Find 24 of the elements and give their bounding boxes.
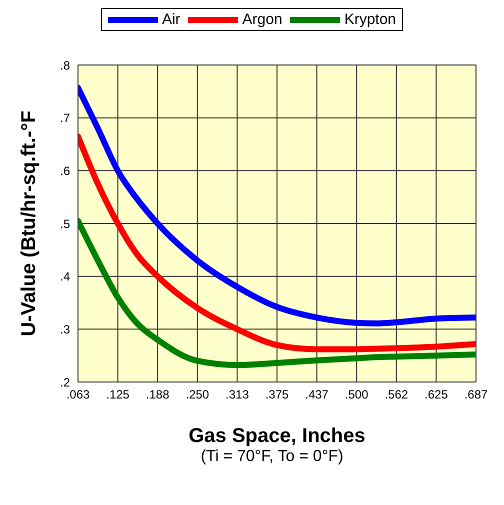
x-tick-label: .063 <box>66 388 90 402</box>
x-tick-label: .375 <box>265 388 289 402</box>
x-tick-label: .625 <box>424 388 448 402</box>
x-axis-title: Gas Space, Inches <box>188 425 366 447</box>
y-tick-label: .5 <box>60 216 70 231</box>
y-tick-label: .4 <box>60 270 70 284</box>
x-tick-label: .437 <box>305 388 329 402</box>
y-tick-label: .8 <box>60 58 70 72</box>
legend-label: Air <box>162 11 180 28</box>
y-axis-title: U-Value (Btu/hr-sq.ft.-°F <box>18 110 40 336</box>
x-tick-label: .250 <box>186 388 210 402</box>
x-tick-label: .188 <box>146 388 170 402</box>
x-tick-label: .313 <box>226 388 250 402</box>
x-tick-label: .125 <box>106 388 130 402</box>
y-tick-label: .7 <box>60 111 70 126</box>
x-tick-label: .562 <box>384 388 408 402</box>
text: (Ti = 70°F, To = 0°F) <box>200 448 344 466</box>
x-tick-label: .687 <box>464 388 488 402</box>
legend-label: Argon <box>242 11 282 28</box>
x-tick-label: .500 <box>344 388 369 402</box>
legend-label: Krypton <box>344 11 396 28</box>
y-tick-label: .2 <box>60 375 70 390</box>
y-tick-label: .6 <box>60 164 70 178</box>
y-tick-label: .3 <box>60 322 70 336</box>
